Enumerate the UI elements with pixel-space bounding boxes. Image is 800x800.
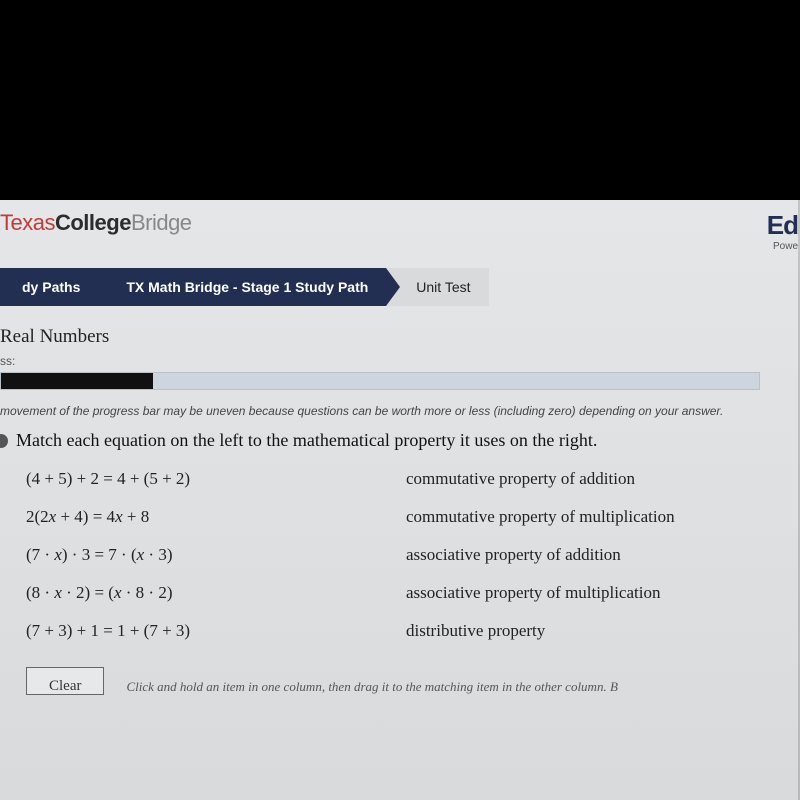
page-content: TexasCollegeBridge Ed Powe dy Paths TX M… [0,200,800,800]
platform-logo: Ed Powe [767,210,800,252]
breadcrumb-label: Unit Test [416,279,470,295]
equation-item[interactable]: 2(2x + 4) = 4x + 8 [26,507,366,527]
section-title: Real Numbers [0,326,800,348]
breadcrumb-label: dy Paths [22,279,80,295]
breadcrumb-item-unittest: Unit Test [386,268,488,306]
breadcrumb-item-paths[interactable]: dy Paths [0,268,98,306]
breadcrumb: dy Paths TX Math Bridge - Stage 1 Study … [0,268,800,306]
brand-logo: TexasCollegeBridge [0,210,192,236]
property-item[interactable]: associative property of multiplication [406,583,800,603]
match-grid: (4 + 5) + 2 = 4 + (5 + 2) commutative pr… [0,469,800,641]
breadcrumb-label: TX Math Bridge - Stage 1 Study Path [126,279,368,295]
progress-bar [0,372,760,390]
equation-item[interactable]: (4 + 5) + 2 = 4 + (5 + 2) [26,469,366,489]
question-prompt-row: Match each equation on the left to the m… [0,430,800,451]
brand-part1: Texas [0,210,55,235]
clear-button[interactable]: Clear [26,667,104,695]
breadcrumb-item-studypath[interactable]: TX Math Bridge - Stage 1 Study Path [98,268,386,306]
brand-part2: College [55,210,131,235]
equation-item[interactable]: (7 + 3) + 1 = 1 + (7 + 3) [26,621,366,641]
question-prompt: Match each equation on the left to the m… [16,430,597,451]
platform-logo-sub: Powe [767,241,798,252]
question-bullet-icon [0,434,8,448]
property-item[interactable]: distributive property [406,621,800,641]
photo-black-bar [0,0,800,200]
progress-label: ss: [0,354,800,368]
equation-item[interactable]: (7 · x) · 3 = 7 · (x · 3) [26,545,366,565]
brand-part3: Bridge [131,210,192,235]
drag-hint: Click and hold an item in one column, th… [126,679,617,695]
platform-logo-main: Ed [767,210,798,240]
equation-item[interactable]: (8 · x · 2) = (x · 8 · 2) [26,583,366,603]
progress-fill [1,373,153,389]
property-item[interactable]: associative property of addition [406,545,800,565]
property-item[interactable]: commutative property of multiplication [406,507,800,527]
bottom-row: Clear Click and hold an item in one colu… [0,667,800,695]
property-item[interactable]: commutative property of addition [406,469,800,489]
progress-hint: movement of the progress bar may be unev… [0,404,800,418]
header: TexasCollegeBridge Ed Powe [0,204,800,262]
